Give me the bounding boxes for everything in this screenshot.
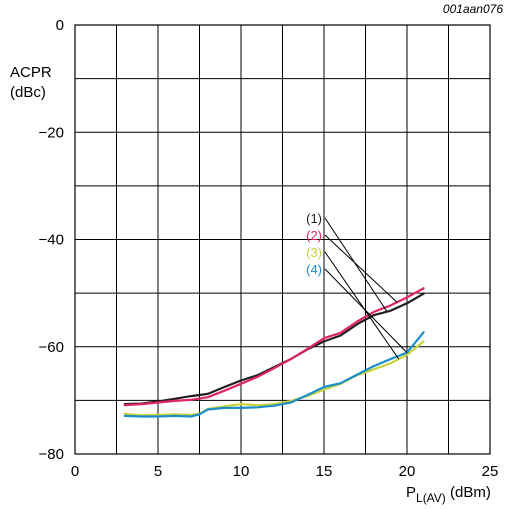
x-axis-label-unit: (dBm) xyxy=(446,484,491,501)
leader-line-2 xyxy=(324,234,398,303)
plot-border xyxy=(74,24,491,455)
x-tick-label: 5 xyxy=(154,463,162,480)
y-tick-label: −80 xyxy=(39,446,64,463)
series-label-3: (3) xyxy=(306,245,322,260)
x-axis-label-sub: L(AV) xyxy=(416,491,446,505)
x-tick-label: 25 xyxy=(482,463,499,480)
leader-line-1 xyxy=(324,217,388,312)
y-tick-label: 0 xyxy=(56,17,64,34)
y-axis-label-line1: ACPR xyxy=(10,64,52,81)
plot-frame xyxy=(74,24,491,455)
tick-labels: 0 5 10 15 20 25 0 −20 −40 −60 −80 xyxy=(39,17,499,480)
x-axis-label: PL(AV) (dBm) xyxy=(406,484,491,505)
x-axis-label-main: P xyxy=(406,484,416,501)
series-lines xyxy=(123,287,425,418)
x-tick-label: 20 xyxy=(399,463,416,480)
y-axis-label-line2: (dBc) xyxy=(10,84,46,101)
series-labels: (1) (2) (3) (4) xyxy=(306,211,322,277)
label-leader-lines xyxy=(324,217,408,360)
series-line-3 xyxy=(123,340,425,417)
series-label-2: (2) xyxy=(306,228,322,243)
x-tick-label: 10 xyxy=(233,463,250,480)
leader-line-4 xyxy=(324,268,408,353)
series-line-4 xyxy=(123,331,425,418)
leader-line-3 xyxy=(324,251,400,360)
series-line-2 xyxy=(123,287,425,407)
x-tick-label: 0 xyxy=(71,463,79,480)
y-tick-label: −60 xyxy=(39,339,64,356)
series-label-1: (1) xyxy=(306,211,322,226)
y-tick-label: −40 xyxy=(39,232,64,249)
grid xyxy=(75,25,490,454)
figure-code: 001aan076 xyxy=(443,2,503,16)
x-tick-label: 15 xyxy=(316,463,333,480)
y-tick-label: −20 xyxy=(39,124,64,141)
series-label-4: (4) xyxy=(306,262,322,277)
